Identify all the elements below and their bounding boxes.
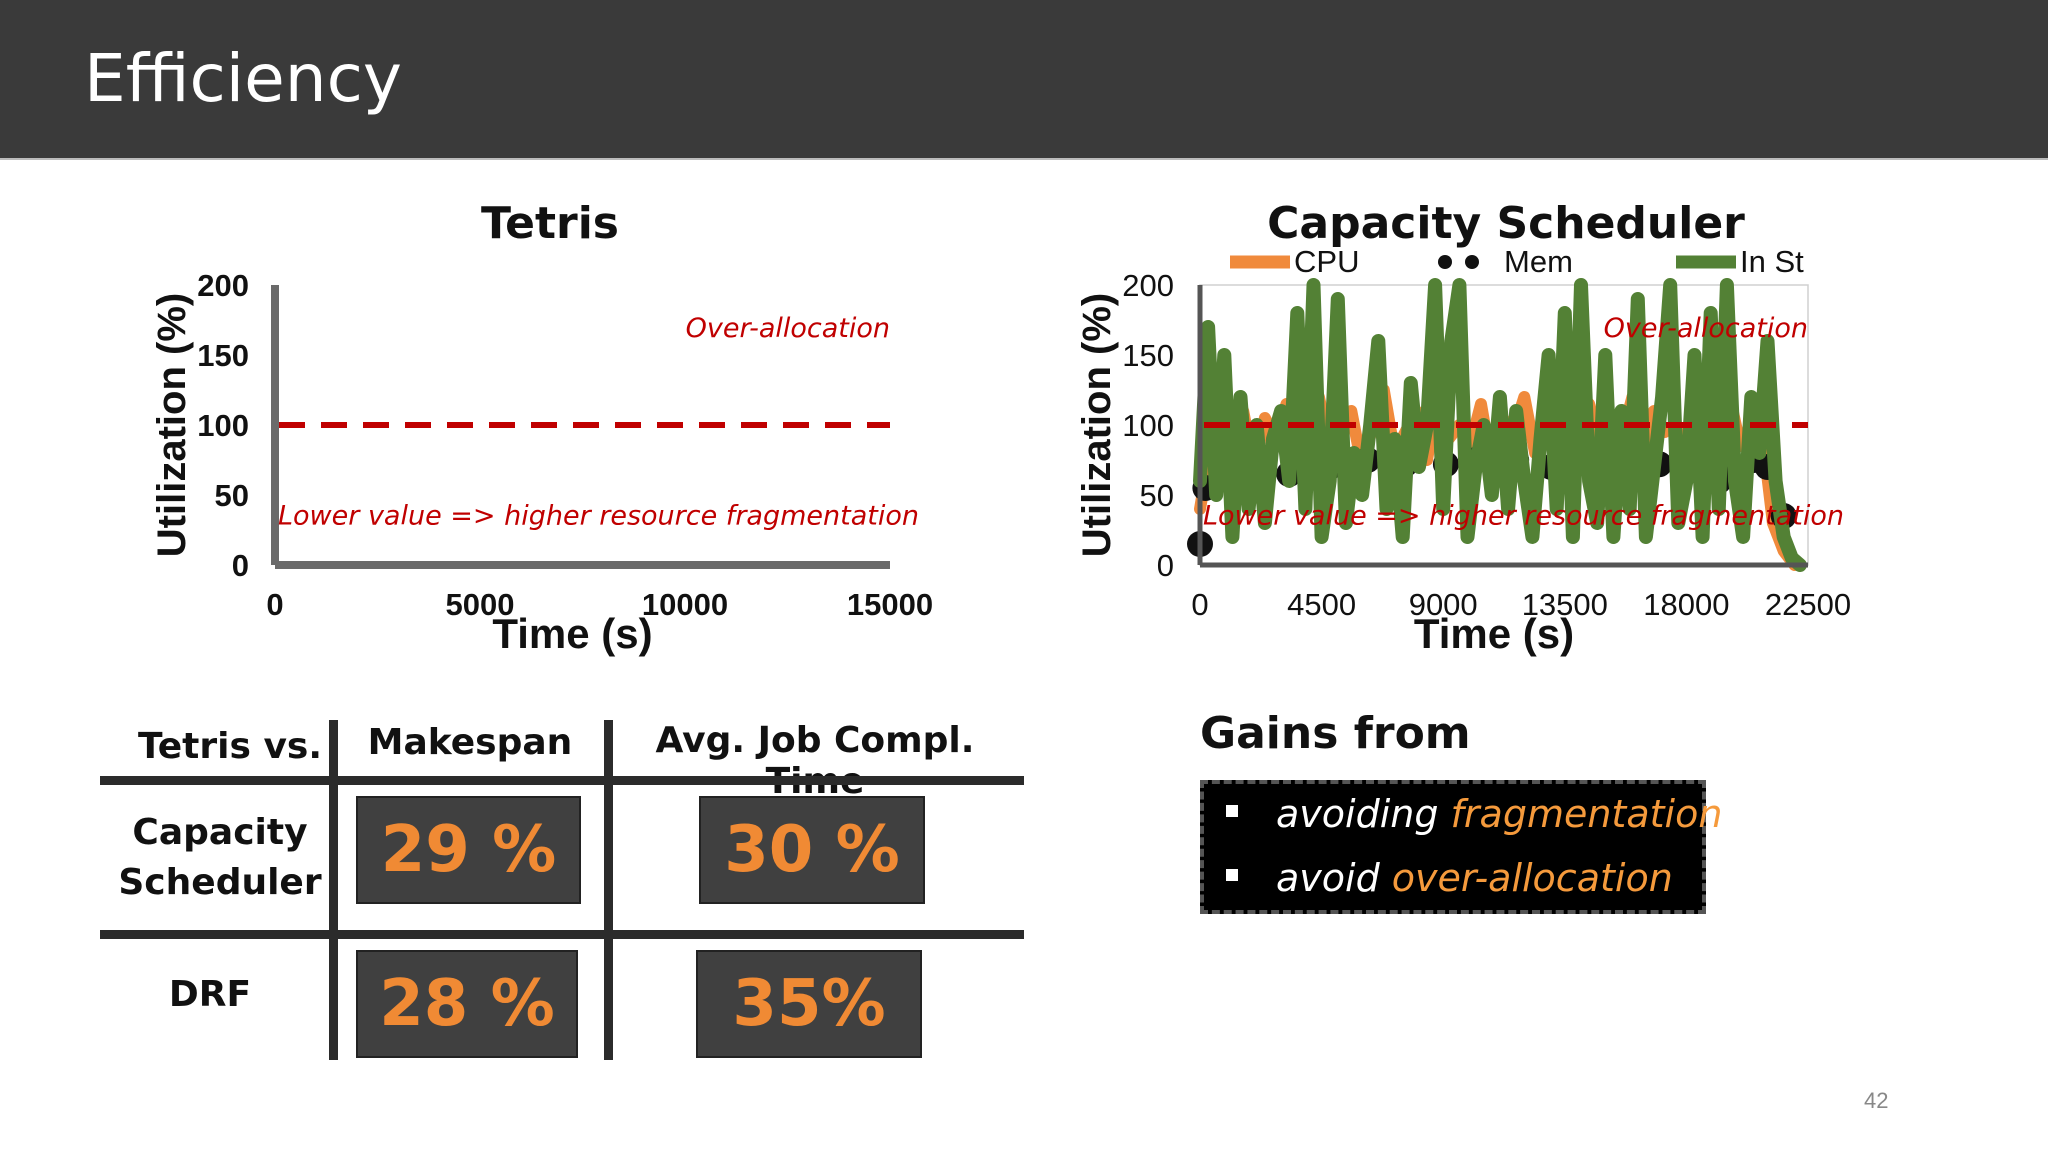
chart-title: Capacity Scheduler: [1267, 198, 1745, 249]
makespan-vs-drf: 28 %: [356, 950, 578, 1058]
x-tick-label: 13500: [1522, 587, 1608, 622]
y-tick-label: 50: [1140, 478, 1174, 513]
tetris-chart: Tetris 0 50 100 150 200 0 5000 10000 15000 Time (s…: [130, 190, 950, 670]
y-tick-label: 150: [1122, 338, 1174, 373]
gains-title: Gains from: [1200, 708, 1471, 759]
legend-swatch-mem: [1465, 255, 1479, 269]
legend-label-in-st: In St: [1740, 244, 1804, 279]
x-tick-label: 0: [1191, 587, 1208, 622]
gains-box: avoiding fragmentation avoid over-alloca…: [1200, 780, 1722, 914]
slide-title: Efficiency: [84, 40, 402, 117]
x-axis-label: Time (s): [492, 610, 652, 657]
slide-header: Efficiency: [0, 0, 2048, 160]
y-tick-label: 100: [197, 408, 249, 443]
bullet-icon: [1226, 804, 1238, 817]
x-tick-label: 15000: [847, 587, 933, 622]
table-divider-top: [100, 776, 1024, 785]
y-tick-label: 200: [197, 268, 249, 303]
y-tick-label: 0: [232, 548, 249, 583]
y-tick-label: 50: [215, 478, 249, 513]
gain-item-1-highlight: fragmentation: [1450, 792, 1723, 836]
x-tick-label: 9000: [1409, 587, 1478, 622]
over-allocation-annotation: Over-allocation: [686, 313, 890, 344]
column-header-makespan: Makespan: [367, 722, 573, 763]
gain-item-2-highlight: over-allocation: [1391, 856, 1673, 900]
row-label-line-2: Scheduler: [118, 862, 322, 903]
gain-item-over-allocation: avoid over-allocation: [1226, 856, 1673, 900]
chart-svg: Tetris 0 50 100 150 200 0 5000 10000 15000 Time (s…: [150, 198, 933, 657]
x-tick-label: 22500: [1765, 587, 1851, 622]
table-divider-middle: [100, 930, 1024, 939]
y-tick-label: 150: [197, 338, 249, 373]
x-tick-label: 10000: [642, 587, 728, 622]
legend-label-mem: Mem: [1504, 244, 1573, 279]
chart-title: Tetris: [481, 198, 619, 249]
capacity-scheduler-chart: Capacity Scheduler 0 50 100 150 200 0 4500 9000 1…: [1060, 190, 1880, 670]
x-axis-label: Time (s): [1414, 610, 1574, 657]
jct-vs-drf: 35%: [696, 950, 922, 1058]
row-label-line-1: Capacity: [132, 812, 308, 853]
x-tick-label: 18000: [1643, 587, 1729, 622]
makespan-vs-capacity-scheduler: 29 %: [356, 796, 581, 904]
table-divider-left: [329, 720, 338, 1060]
y-tick-label: 100: [1122, 408, 1174, 443]
table-corner-label: Tetris vs.: [137, 726, 323, 767]
page-number: 42: [1864, 1088, 1889, 1113]
over-allocation-annotation: Over-allocation: [1604, 313, 1808, 344]
gain-item-1-prefix: avoiding: [1276, 792, 1451, 836]
fragmentation-annotation: Lower value => higher resource fragmenta…: [1203, 501, 1844, 532]
legend-label-cpu: CPU: [1294, 244, 1359, 279]
fragmentation-annotation: Lower value => higher resource fragmenta…: [278, 501, 919, 532]
y-axis-label: Utilization (%): [1075, 293, 1119, 557]
y-tick-label: 0: [1157, 548, 1174, 583]
x-tick-label: 4500: [1287, 587, 1356, 622]
y-axis-label: Utilization (%): [150, 293, 194, 557]
row-label-drf: DRF: [168, 974, 252, 1015]
x-tick-label: 0: [266, 587, 283, 622]
jct-vs-capacity-scheduler: 30 %: [699, 796, 925, 904]
row-label-capacity-scheduler: Capacity Scheduler: [100, 808, 340, 908]
y-tick-label: 200: [1122, 268, 1174, 303]
bullet-icon: [1226, 868, 1238, 881]
x-tick-label: 5000: [446, 587, 515, 622]
gain-item-fragmentation: avoiding fragmentation: [1226, 792, 1722, 836]
legend-swatch-mem: [1438, 255, 1452, 269]
series-line-in-st: [1193, 278, 1807, 572]
chart-svg: Capacity Scheduler 0 50 100 150 200 0 4500 9000 1…: [1075, 198, 1851, 657]
column-header-avg-job-completion: Avg. Job Compl. Time: [655, 720, 975, 802]
table-divider-right: [604, 720, 613, 1060]
gain-item-2-prefix: avoid: [1276, 856, 1392, 900]
